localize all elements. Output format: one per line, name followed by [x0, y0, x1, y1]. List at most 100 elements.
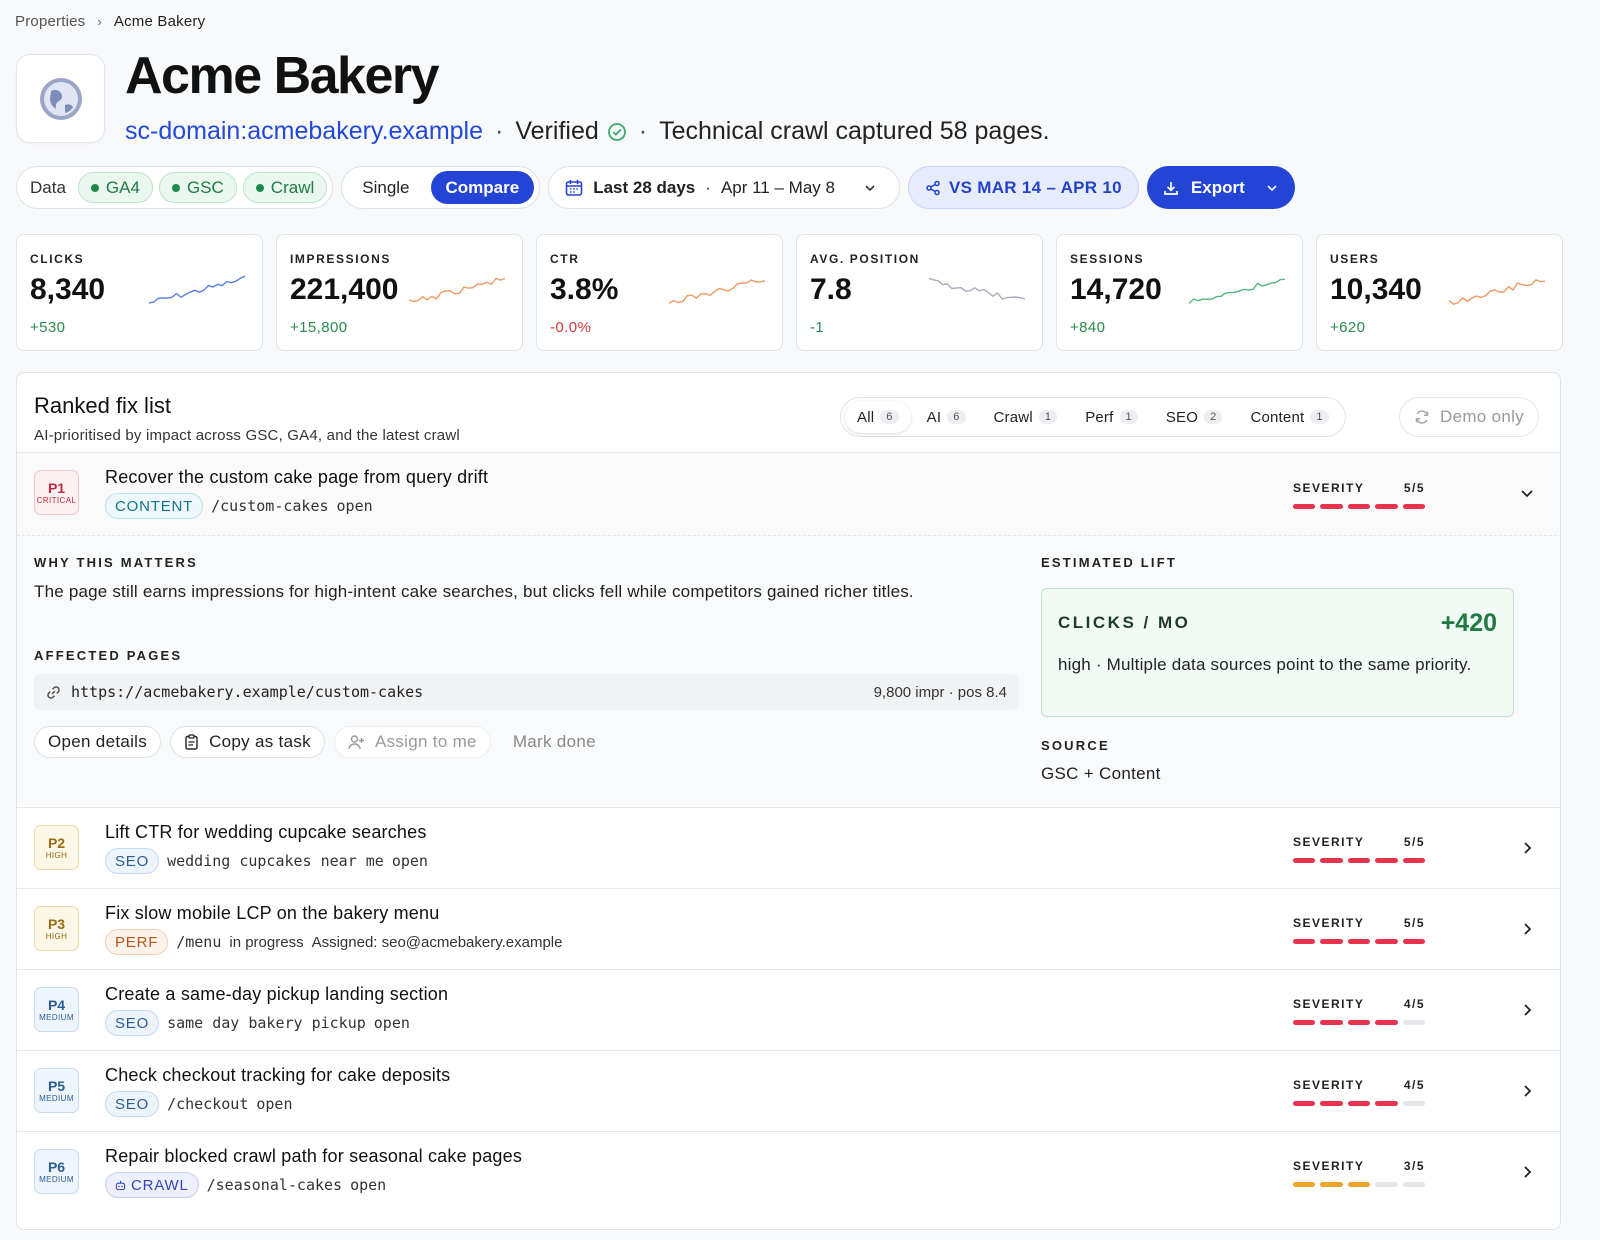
source-pill-ga4[interactable]: GA4 [77, 172, 153, 203]
filter-tab-all[interactable]: All 6 [845, 401, 911, 433]
fix-row-p4[interactable]: P4 MEDIUM Create a same-day pickup landi… [17, 969, 1560, 1050]
date-range-picker[interactable]: Last 28 days · Apr 11 – May 8 [548, 166, 900, 209]
filter-tab-seo[interactable]: SEO 2 [1154, 401, 1235, 433]
kpi-card-users[interactable]: USERS 10,340 +620 [1316, 234, 1563, 351]
filter-count: 1 [1038, 410, 1058, 424]
affected-page-row[interactable]: https://acmebakery.example/custom-cakes … [34, 674, 1019, 710]
fix-title: Lift CTR for wedding cupcake searches [105, 822, 427, 842]
fix-row-p2[interactable]: P2 HIGH Lift CTR for wedding cupcake sea… [17, 807, 1560, 888]
severity-meter: SEVERITY 5/5 [1293, 481, 1426, 509]
filter-label: SEO [1165, 408, 1199, 426]
filter-tab-crawl[interactable]: Crawl 1 [982, 401, 1070, 433]
severity-segment [1320, 939, 1343, 944]
kpi-card-impressions[interactable]: IMPRESSIONS 221,400 +15,800 [276, 234, 523, 351]
fix-status: open [373, 1014, 410, 1032]
kpi-card-ctr[interactable]: CTR 3.8% -0.0% [536, 234, 783, 351]
separator-dot: · [705, 177, 711, 197]
severity-segment [1375, 858, 1398, 863]
kpi-value: 14,720 [1070, 273, 1162, 306]
assign-to-me-button[interactable]: Assign to me [333, 726, 491, 758]
severity-bars [1293, 1182, 1426, 1187]
filter-tab-perf[interactable]: Perf 1 [1073, 401, 1150, 433]
severity-bars [1293, 504, 1426, 509]
lift-metric: CLICKS / MO [1058, 613, 1191, 632]
chevron-down-icon[interactable] [1517, 483, 1537, 503]
fix-row-p6[interactable]: P6 MEDIUM Repair blocked crawl path for … [17, 1131, 1560, 1212]
severity-bars [1293, 939, 1426, 944]
chevron-right-icon[interactable] [1517, 1000, 1537, 1020]
mark-done-button[interactable]: Mark done [512, 732, 596, 751]
fix-target: /custom-cakes [211, 497, 329, 515]
chevron-down-icon[interactable] [1265, 181, 1279, 195]
chevron-right-icon[interactable] [1517, 838, 1537, 858]
priority-level: MEDIUM [39, 1174, 74, 1184]
copy-as-task-button[interactable]: Copy as task [170, 726, 325, 758]
property-domain-link[interactable]: sc-domain:acmebakery.example [125, 117, 484, 145]
chevron-right-icon[interactable] [1517, 1081, 1537, 1101]
fix-actions: Open details Copy as task Assign to me M… [34, 726, 609, 758]
estimated-lift-label: ESTIMATED LIFT [1041, 555, 1177, 570]
fix-title: Recover the custom cake page from query … [105, 467, 489, 487]
priority-number: P6 [47, 1158, 66, 1175]
filter-label: AI [926, 408, 942, 426]
sparkline [148, 275, 246, 304]
affected-page-meta: 9,800 impr · pos 8.4 [873, 683, 1007, 701]
priority-badge: P1 CRITICAL [34, 470, 79, 515]
open-details-button[interactable]: Open details [34, 726, 162, 758]
severity-segment [1293, 1101, 1316, 1106]
sparkline [1188, 278, 1286, 304]
severity-segment [1293, 939, 1316, 944]
sparkline-path [148, 275, 246, 304]
filter-tab-content[interactable]: Content 1 [1238, 401, 1340, 433]
property-avatar [16, 54, 105, 143]
severity-segment [1402, 1182, 1426, 1187]
category-tag: CONTENT [105, 493, 204, 519]
mode-single-button[interactable]: Single [362, 177, 410, 197]
demo-only-button[interactable]: Demo only [1399, 397, 1539, 437]
breadcrumb-properties-link[interactable]: Properties [15, 13, 86, 30]
fix-row-p1[interactable]: P1 CRITICAL Recover the custom cake page… [17, 452, 1560, 536]
severity-segment [1347, 1020, 1371, 1025]
severity-meter: SEVERITY 4/5 [1293, 1078, 1426, 1106]
severity-meter: SEVERITY 3/5 [1293, 1159, 1426, 1187]
severity-segment [1347, 939, 1371, 944]
kpi-card-avg-position[interactable]: AVG. POSITION 7.8 -1 [796, 234, 1043, 351]
mode-compare-button[interactable]: Compare [430, 171, 535, 204]
kpi-card-sessions[interactable]: SESSIONS 14,720 +840 [1056, 234, 1303, 351]
priority-badge: P3 HIGH [34, 906, 79, 951]
priority-number: P5 [47, 1077, 66, 1094]
priority-badge: P5 MEDIUM [34, 1068, 79, 1113]
filter-count: 1 [1119, 410, 1138, 424]
severity-segment [1347, 858, 1371, 863]
severity-label: SEVERITY [1293, 835, 1365, 849]
severity-bars [1293, 1101, 1426, 1106]
severity-segment [1402, 858, 1426, 863]
check-circle-icon [607, 122, 626, 141]
source-pill-gsc[interactable]: GSC [158, 172, 237, 203]
export-button[interactable]: Export [1146, 166, 1295, 209]
fix-row-p5[interactable]: P5 MEDIUM Check checkout tracking for ca… [17, 1050, 1560, 1131]
filter-tab-ai[interactable]: AI 6 [915, 401, 978, 433]
affected-page-url[interactable]: https://acmebakery.example/custom-cakes [71, 683, 424, 701]
severity-segment [1402, 1020, 1426, 1025]
severity-segment [1320, 1020, 1343, 1025]
source-pill-crawl[interactable]: Crawl [242, 172, 328, 203]
kpi-card-clicks[interactable]: CLICKS 8,340 +530 [16, 234, 263, 351]
fix-row-p3[interactable]: P3 HIGH Fix slow mobile LCP on the baker… [17, 888, 1560, 969]
severity-segment [1320, 1182, 1343, 1187]
kpi-value: 10,340 [1330, 273, 1422, 306]
chevron-right-icon[interactable] [1517, 919, 1537, 939]
severity-segment [1375, 1020, 1398, 1025]
severity-segment [1375, 939, 1398, 944]
fix-meta: SEO /checkout open [105, 1091, 292, 1117]
priority-number: P2 [47, 834, 66, 851]
severity-segment [1402, 1101, 1426, 1106]
status-dot-icon [255, 183, 264, 192]
severity-score: 4/5 [1403, 1078, 1425, 1092]
compare-range-button[interactable]: VS MAR 14 – APR 10 [907, 166, 1139, 209]
kpi-value: 8,340 [30, 273, 106, 306]
fix-meta: SEO wedding cupcakes near me open [105, 848, 428, 874]
filter-tabs: All 6 AI 6 Crawl 1 Perf 1 SEO 2 Content 1 [840, 397, 1346, 437]
source-pill-label: Crawl [270, 177, 315, 197]
chevron-right-icon[interactable] [1517, 1162, 1537, 1182]
